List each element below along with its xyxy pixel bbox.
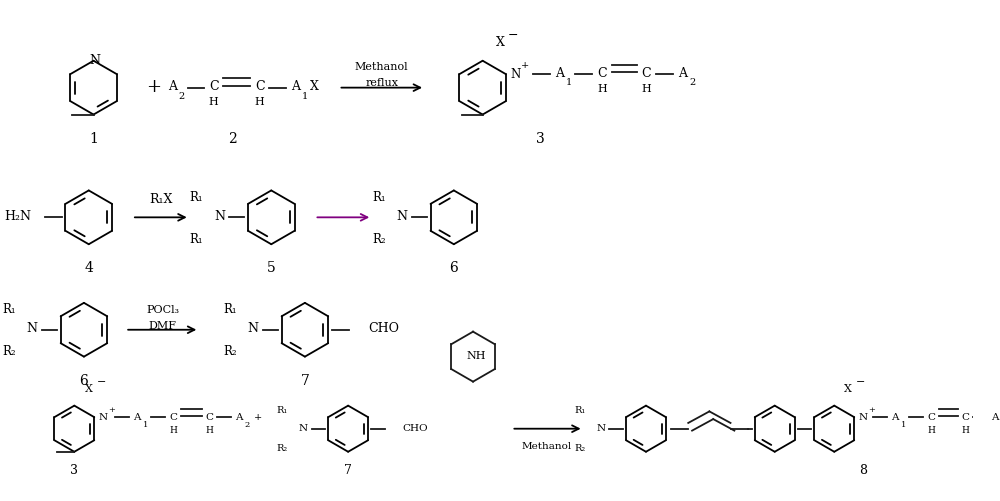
Text: 2: 2 [689, 78, 695, 87]
Text: 1: 1 [89, 131, 98, 145]
Text: C: C [206, 412, 214, 421]
Text: 1: 1 [566, 78, 572, 87]
Text: CHO: CHO [402, 423, 428, 432]
Text: 3: 3 [536, 131, 545, 145]
Text: POCl₃: POCl₃ [146, 304, 179, 314]
Text: 2: 2 [179, 92, 185, 101]
Text: H: H [927, 425, 935, 434]
Text: reflux: reflux [365, 78, 398, 88]
Text: N: N [27, 322, 38, 335]
Text: X: X [310, 80, 319, 93]
Text: 4: 4 [84, 261, 93, 275]
Text: A: A [291, 80, 300, 93]
Text: A: A [678, 67, 687, 80]
Text: R₂: R₂ [2, 345, 16, 358]
Text: H: H [169, 425, 177, 434]
Text: A: A [555, 67, 564, 80]
Text: X: X [844, 384, 852, 394]
Text: R₁: R₁ [223, 303, 237, 316]
Text: 1: 1 [302, 92, 308, 101]
Text: 2: 2 [244, 420, 250, 428]
Text: A: A [991, 412, 998, 421]
Text: A: A [235, 412, 242, 421]
Text: N: N [98, 412, 107, 421]
Text: A: A [891, 412, 898, 421]
Text: R₂: R₂ [276, 443, 287, 452]
Text: R₁: R₁ [574, 405, 585, 414]
Text: R₁: R₁ [190, 190, 203, 203]
Text: DMF: DMF [149, 320, 177, 330]
Text: +: + [108, 405, 115, 413]
Text: C: C [597, 67, 607, 80]
Text: N: N [596, 423, 606, 432]
Text: R₂: R₂ [574, 443, 585, 452]
Text: N: N [299, 423, 308, 432]
Text: 3: 3 [70, 462, 78, 475]
Text: N: N [511, 68, 521, 81]
Text: CHO: CHO [368, 322, 399, 335]
Text: R₂: R₂ [372, 232, 386, 245]
Text: +: + [521, 61, 529, 70]
Text: C: C [169, 412, 177, 421]
Text: C: C [209, 80, 218, 93]
Text: A: A [133, 412, 140, 421]
Text: 5: 5 [267, 261, 276, 275]
Text: +: + [147, 78, 162, 96]
Text: −: − [508, 29, 519, 42]
Text: Methanol: Methanol [522, 441, 572, 450]
Text: C: C [255, 80, 265, 93]
Text: C: C [641, 67, 651, 80]
Text: X: X [495, 36, 504, 49]
Text: H: H [255, 97, 265, 107]
Text: R₁: R₁ [190, 232, 203, 245]
Text: 8: 8 [859, 462, 867, 475]
Text: C: C [962, 412, 970, 421]
Text: R₁: R₁ [2, 303, 16, 316]
Text: +: + [868, 405, 875, 413]
Text: R₁X: R₁X [149, 192, 172, 205]
Text: R₁: R₁ [276, 405, 287, 414]
Text: N: N [89, 54, 100, 67]
Text: Methanol: Methanol [355, 62, 409, 72]
Text: N: N [397, 209, 408, 222]
Text: H: H [206, 425, 214, 434]
Text: R₁: R₁ [372, 190, 386, 203]
Text: H: H [962, 425, 970, 434]
Text: N: N [248, 322, 259, 335]
Text: −: − [97, 376, 106, 386]
Text: −: − [856, 376, 865, 386]
Text: H: H [209, 97, 219, 107]
Text: 6: 6 [80, 373, 88, 387]
Text: N: N [214, 209, 225, 222]
Text: 7: 7 [344, 462, 352, 475]
Text: H: H [641, 84, 651, 94]
Text: R₂: R₂ [223, 345, 237, 358]
Text: NH: NH [466, 350, 486, 360]
Text: 1: 1 [901, 420, 906, 428]
Text: X: X [85, 384, 93, 394]
Text: H: H [597, 84, 607, 94]
Text: 6: 6 [449, 261, 458, 275]
Text: +: + [253, 412, 262, 421]
Text: C: C [927, 412, 935, 421]
Text: 2: 2 [228, 131, 237, 145]
Text: 1: 1 [143, 420, 148, 428]
Text: 7: 7 [300, 373, 309, 387]
Text: N: N [858, 412, 867, 421]
Text: H₂N: H₂N [4, 209, 31, 222]
Text: A: A [168, 80, 177, 93]
